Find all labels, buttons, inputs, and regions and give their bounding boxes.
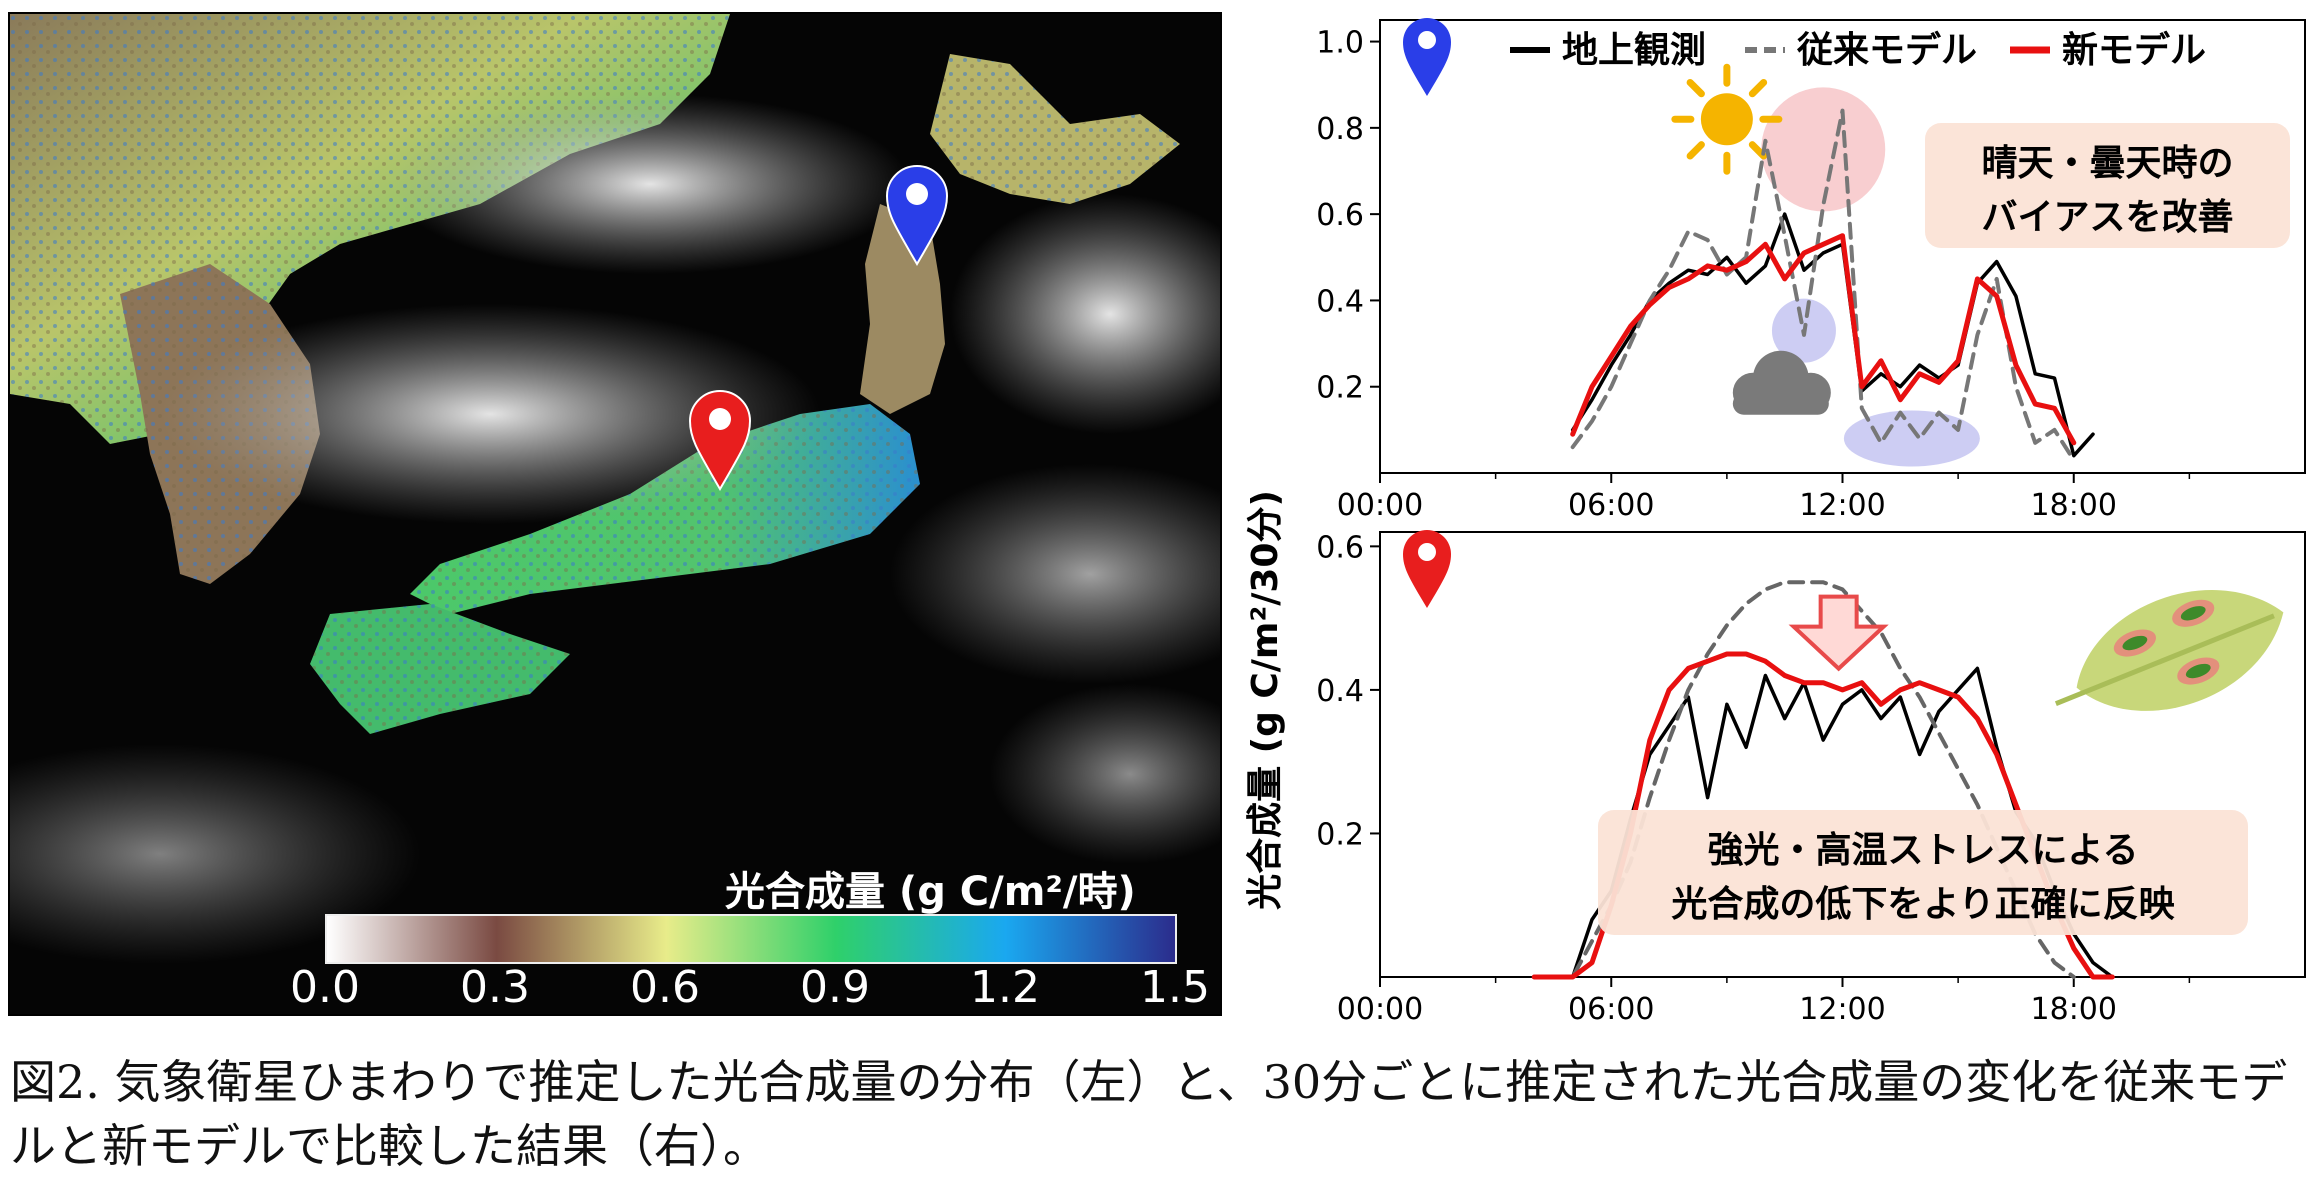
series-line-2: [1570, 233, 2077, 446]
highlight-clear-sky: [1761, 87, 1886, 212]
chart-bottom: 0.2 0.4 0.6 00:00 06:00 12:00 18:00 強光・高温ストレスによ…: [1316, 530, 2306, 1020]
sun-disc: [1700, 93, 1753, 146]
x-tick-label: 18:00: [2031, 488, 2117, 520]
photosynthesis-map: 光合成量 (g C/m²/時) 0.0 0.3 0.6 0.9 1.2 1.5: [8, 12, 1222, 1016]
leaf-stoma: [2185, 663, 2211, 679]
colorbar-tick: 1.2: [970, 962, 1040, 1013]
legend-label: 従来モデル: [1796, 29, 1977, 71]
y-axis-label: 光合成量 (g C/m²/30分): [1245, 490, 1286, 910]
annotation-box: [1598, 810, 2248, 935]
annotation-box: [1925, 123, 2290, 248]
y-tick-label: 0.2: [1316, 371, 1364, 406]
figure-caption: 図2. 気象衛星ひまわりで推定した光合成量の分布（左）と、30分ごとに推定された…: [10, 1055, 2288, 1173]
red-location-marker: [688, 390, 752, 491]
leaf-blade: [2076, 590, 2284, 711]
y-tick-label: 0.6: [1316, 530, 1364, 565]
annotation-text: 晴天・曇天時の: [1981, 143, 2233, 184]
y-tick-label: 0.2: [1316, 817, 1364, 852]
series-line-1: [1570, 108, 2076, 463]
tohoku-land: [860, 204, 945, 414]
series-line-0: [1570, 212, 2095, 458]
sun-ray: [1748, 78, 1768, 98]
blue-location-marker: [885, 165, 949, 266]
colorbar-tick: 0.0: [290, 962, 360, 1013]
annotation-text: バイアスを改善: [1981, 197, 2233, 238]
colorbar-tick: 0.3: [460, 962, 530, 1013]
leaf-vein: [2054, 613, 2275, 707]
y-tick-label: 0.4: [1316, 284, 1364, 319]
y-tick-label: 0.4: [1316, 674, 1364, 709]
pin-shape: [1403, 530, 1451, 608]
colorbar: [325, 914, 1177, 964]
colorbar-tick: 0.6: [630, 962, 700, 1013]
decrease-arrow-icon: [1788, 594, 1889, 672]
x-tick-label: 12:00: [1799, 992, 1885, 1020]
highlight-cloudy-afternoon: [1843, 410, 1980, 467]
x-tick-label: 00:00: [1337, 992, 1423, 1020]
annotation-text: 強光・高温ストレスによる: [1708, 830, 2139, 871]
chart-top: 0.2 0.4 0.6 0.8 1.0 00:00 06:00 12:00 18:00 地上観測 従…: [1316, 18, 2306, 520]
colorbar-tick: 1.5: [1140, 962, 1210, 1013]
colorbar-title: 光合成量 (g C/m²/時): [725, 869, 1136, 915]
sun-icon: [1671, 63, 1783, 175]
pin-hole: [1418, 543, 1436, 561]
y-tick-label: 0.8: [1316, 112, 1364, 147]
cloud-base: [1732, 392, 1829, 415]
legend-label: 新モデル: [2062, 29, 2206, 71]
colorbar-tick: 0.9: [800, 962, 870, 1013]
map-image: [10, 14, 1220, 964]
y-tick-label: 1.0: [1316, 26, 1364, 61]
cloud-icon: [1732, 350, 1831, 415]
leaf-stoma: [2122, 635, 2148, 651]
x-tick-label: 06:00: [1568, 992, 1654, 1020]
leaf-stoma: [2180, 606, 2206, 621]
y-tick-label: 0.6: [1316, 198, 1364, 233]
pin-hole: [1418, 31, 1436, 49]
x-tick-label: 06:00: [1568, 488, 1654, 520]
x-tick-label: 18:00: [2031, 992, 2117, 1020]
red-pin-icon: [1403, 530, 1451, 608]
x-tick-label: 00:00: [1337, 488, 1423, 520]
sun-ray: [1686, 78, 1705, 98]
annotation-text: 光合成の低下をより正確に反映: [1671, 884, 2174, 925]
sun-ray: [1686, 141, 1705, 160]
x-tick-label: 12:00: [1799, 488, 1885, 520]
legend-label: 地上観測: [1562, 30, 1706, 71]
blue-pin-icon: [1403, 18, 1451, 96]
pin-shape: [1403, 18, 1451, 96]
leaf-icon: [2054, 590, 2284, 711]
